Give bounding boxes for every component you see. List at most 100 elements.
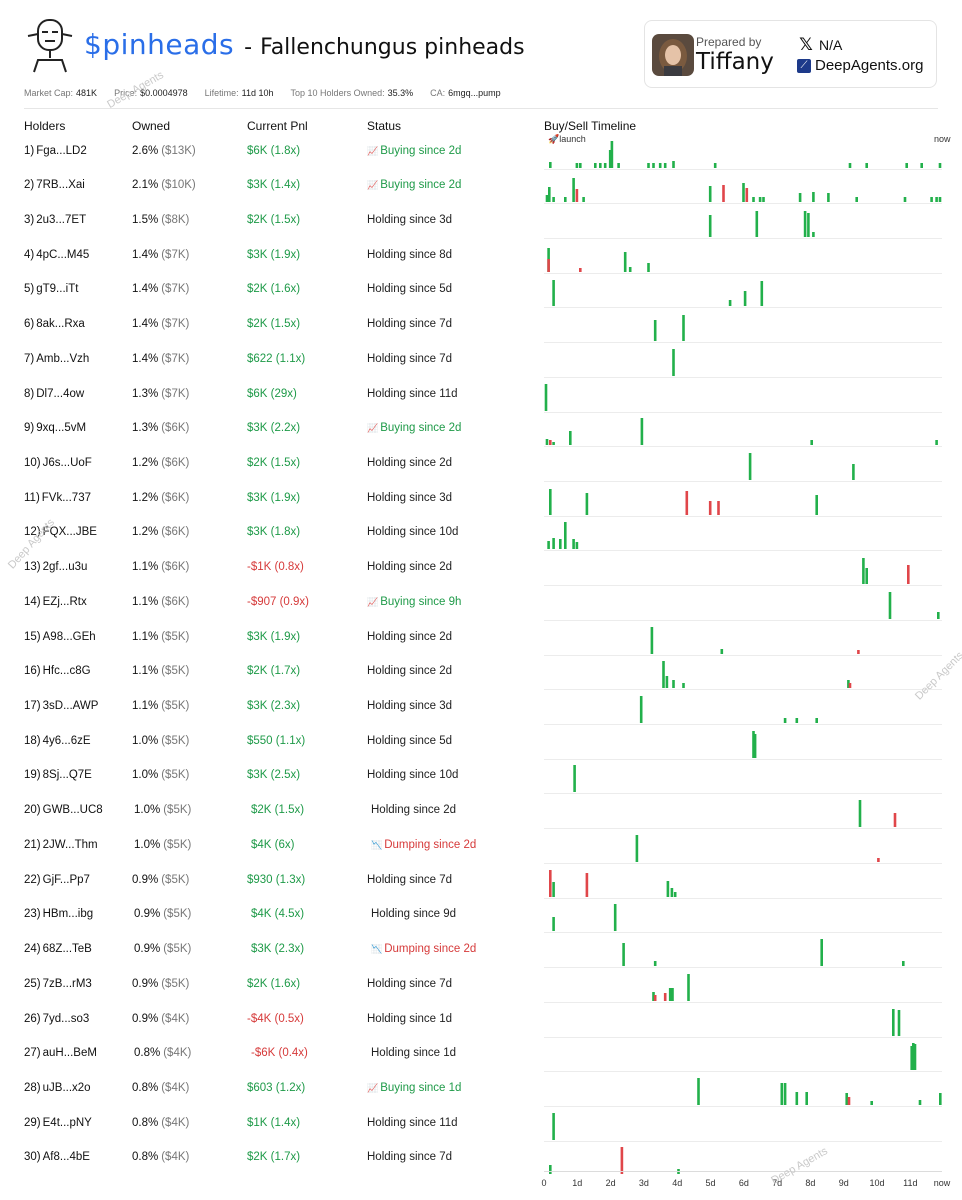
table-row[interactable]: 23) HBm...ibg 0.9% ($5K) $4K (4.5x) Holding s… xyxy=(24,898,544,933)
holder-rank: 19) xyxy=(24,769,41,782)
buy-bar xyxy=(594,162,597,168)
table-row[interactable]: 6) 8ak...Rxa 1.4% ($7K) $2K (1.5x) Holding si… xyxy=(24,308,544,343)
x-handle[interactable]: 𝕏 N/A xyxy=(797,35,842,55)
buy-bar xyxy=(720,648,724,654)
buy-bar xyxy=(935,440,938,446)
table-row[interactable]: 20) GWB...UC8 1.0% ($5K) $2K (1.5x) Holding s… xyxy=(24,794,544,829)
table-row[interactable]: 17) 3sD...AWP 1.1% ($5K) $3K (2.3x) Holding s… xyxy=(24,690,544,725)
pnl-value: $3K (1.9x) xyxy=(247,248,301,261)
table-row[interactable]: 8) Dl7...4ow 1.3% ($7K) $6K (29x) Holding sin… xyxy=(24,378,544,413)
table-row[interactable]: 10) J6s...UoF 1.2% ($6K) $2K (1.5x) Holding s… xyxy=(24,447,544,482)
pnl-value: $550 (1.1x) xyxy=(247,734,306,747)
timeline-row xyxy=(544,169,942,205)
holder-rank: 14) xyxy=(24,595,41,608)
owned-usd: ($10K) xyxy=(161,179,196,192)
timeline-row xyxy=(544,516,942,552)
pnl-value: $3K (1.9x) xyxy=(247,491,301,504)
deepagents-link[interactable]: ⟋ DeepAgents.org xyxy=(797,57,923,74)
holder-address: gT9...iTt xyxy=(36,283,79,296)
axis-tick-label: 7d xyxy=(772,1178,783,1188)
holder-rank: 25) xyxy=(24,977,41,990)
table-row[interactable]: 16) Hfc...c8G 1.1% ($5K) $2K (1.7x) Holding s… xyxy=(24,655,544,690)
holder-address: uJB...x2o xyxy=(42,1081,91,1094)
table-row[interactable]: 29) E4t...pNY 0.8% ($4K) $1K (1.4x) Holding s… xyxy=(24,1107,544,1142)
owned-usd: ($6K) xyxy=(161,422,190,435)
buy-bar xyxy=(665,676,669,689)
table-row[interactable]: 1) Fga...LD2 2.6% ($13K) $6K (1.8x) 📈 Buying s… xyxy=(24,135,544,170)
pnl-value: $603 (1.2x) xyxy=(247,1081,306,1094)
timeline-row xyxy=(544,204,942,239)
buy-bar xyxy=(848,162,852,168)
owned-usd: ($4K) xyxy=(161,1012,190,1025)
status-cell: Holding since 1d xyxy=(371,1047,456,1059)
sell-bar xyxy=(620,1147,624,1175)
table-row[interactable]: 18) 4y6...6zE 1.0% ($5K) $550 (1.1x) Holding … xyxy=(24,725,544,760)
status-text: Holding since 7d xyxy=(367,873,453,886)
holder-cell: 12) FQX...JBE xyxy=(24,526,97,538)
buy-bar xyxy=(552,1112,555,1140)
table-row[interactable]: 30) Af8...4bE 0.8% ($4K) $2K (1.7x) Holding s… xyxy=(24,1141,544,1176)
holder-cell: 19) 8Sj...Q7E xyxy=(24,769,92,781)
trade-bars xyxy=(552,1112,555,1140)
table-row[interactable]: 24) 68Z...TeB 0.9% ($5K) $3K (2.3x) 📉 Dumping … xyxy=(24,933,544,968)
table-row[interactable]: 7) Amb...Vzh 1.4% ($7K) $622 (1.1x) Holding s… xyxy=(24,343,544,378)
table-row[interactable]: 25) 7zB...rM3 0.9% ($5K) $2K (1.6x) Holding s… xyxy=(24,968,544,1003)
top10-value: 35.3% xyxy=(387,88,414,98)
status-cell: Holding since 10d xyxy=(367,769,458,781)
table-row[interactable]: 2) 7RB...Xai 2.1% ($10K) $3K (1.4x) 📈 Buying s… xyxy=(24,169,544,204)
table-row[interactable]: 9) 9xq...5vM 1.3% ($6K) $3K (2.2x) 📈 Buying si… xyxy=(24,412,544,447)
buy-bar xyxy=(603,162,607,168)
pnl-value: $2K (1.6x) xyxy=(247,283,301,296)
table-row[interactable]: 14) EZj...Rtx 1.1% ($6K) -$907 (0.9x) 📈 Buying… xyxy=(24,586,544,621)
table-row[interactable]: 26) 7yd...so3 0.9% ($4K) -$4K (0.5x) Holding … xyxy=(24,1003,544,1038)
table-row[interactable]: 4) 4pC...M45 1.4% ($7K) $3K (1.9x) Holding si… xyxy=(24,239,544,274)
axis-tick-label: 5d xyxy=(705,1178,716,1188)
buy-bar xyxy=(552,917,555,932)
axis-tick-label: 11d xyxy=(903,1178,918,1188)
owned-usd: ($5K) xyxy=(161,769,190,782)
buy-bar xyxy=(795,1091,799,1105)
status-cell: Holding since 8d xyxy=(367,249,452,261)
table-row[interactable]: 13) 2gf...u3u 1.1% ($6K) -$1K (0.8x) Holding … xyxy=(24,551,544,586)
owned-percent: 1.4% xyxy=(132,318,159,331)
owned-percent: 1.2% xyxy=(132,491,159,504)
holder-address: 4pC...M45 xyxy=(36,248,90,261)
table-row[interactable]: 22) GjF...Pp7 0.9% ($5K) $930 (1.3x) Holding … xyxy=(24,864,544,899)
table-row[interactable]: 3) 2u3...7ET 1.5% ($8K) $2K (1.5x) Holding si… xyxy=(24,204,544,239)
table-row[interactable]: 15) A98...GEh 1.1% ($5K) $3K (1.9x) Holding s… xyxy=(24,621,544,656)
owned-usd: ($5K) xyxy=(161,665,190,678)
axis-tick-label: now xyxy=(933,1178,951,1188)
buy-bar xyxy=(938,197,942,203)
holder-rank: 17) xyxy=(24,700,41,713)
table-row[interactable]: 11) FVk...737 1.2% ($6K) $3K (1.9x) Holding s… xyxy=(24,482,544,517)
ca-value: 6mgq...pump xyxy=(448,88,501,98)
owned-usd: ($5K) xyxy=(161,977,190,990)
status-text: Dumping since 2d xyxy=(384,943,477,956)
axis-tick-label: 6d xyxy=(738,1178,749,1188)
buy-bar xyxy=(652,162,655,168)
owned-usd: ($5K) xyxy=(161,734,190,747)
table-row[interactable]: 28) uJB...x2o 0.8% ($4K) $603 (1.2x) 📈 Buying … xyxy=(24,1072,544,1107)
buy-bar xyxy=(672,680,675,689)
sell-bar xyxy=(653,994,657,1001)
table-row[interactable]: 21) 2JW...Thm 1.0% ($5K) $4K (6x) 📉 Dumping si… xyxy=(24,829,544,864)
table-row[interactable]: 12) FQX...JBE 1.2% ($6K) $3K (1.8x) Holding s… xyxy=(24,516,544,551)
pnl-value: $2K (1.7x) xyxy=(247,665,301,678)
buy-bar xyxy=(622,943,625,967)
owned-cell: 1.5% ($8K) xyxy=(132,214,189,226)
owned-cell: 1.4% ($7K) xyxy=(132,353,189,365)
status-cell: Holding since 2d xyxy=(371,804,456,816)
trade-bars xyxy=(639,696,818,724)
trend-down-icon: 📉 xyxy=(371,944,383,955)
trade-bars xyxy=(552,904,617,932)
table-row[interactable]: 19) 8Sj...Q7E 1.0% ($5K) $3K (2.5x) Holding s… xyxy=(24,759,544,794)
avatar xyxy=(652,34,694,76)
sell-bar xyxy=(549,440,552,446)
buy-bar xyxy=(662,661,665,689)
table-row[interactable]: 5) gT9...iTt 1.4% ($7K) $2K (1.6x) Holding si… xyxy=(24,273,544,308)
table-row[interactable]: 27) auH...BeM 0.8% ($4K) -$6K (0.4x) Holding … xyxy=(24,1037,544,1072)
owned-usd: ($8K) xyxy=(161,213,190,226)
buy-bar xyxy=(805,1091,808,1105)
col-pnl: Current Pnl xyxy=(247,119,308,133)
owned-cell: 0.8% ($4K) xyxy=(132,1082,189,1094)
